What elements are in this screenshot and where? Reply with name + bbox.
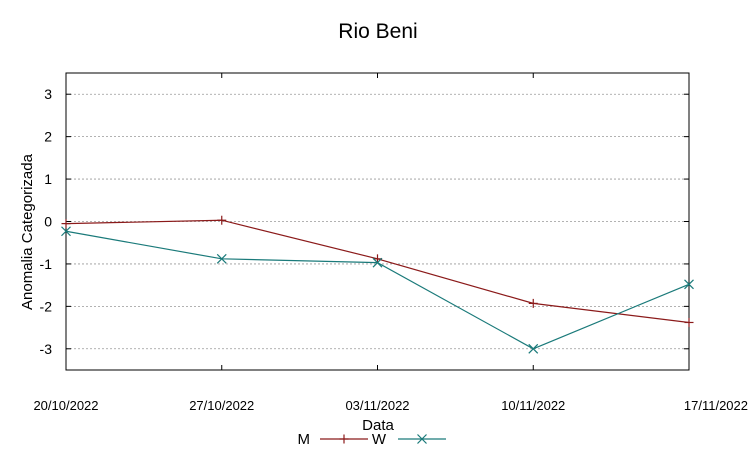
series-layer bbox=[61, 215, 694, 354]
data-point-w bbox=[684, 279, 694, 290]
data-point-w bbox=[528, 343, 539, 354]
legend-label-w: W bbox=[372, 431, 387, 448]
x-tick-label: 20/10/2022 bbox=[33, 398, 98, 413]
y-tick-label: -2 bbox=[40, 298, 53, 314]
y-tick-label: 3 bbox=[44, 86, 52, 102]
data-point-m bbox=[684, 317, 694, 327]
data-point-w bbox=[61, 226, 71, 237]
series-line-w bbox=[65, 230, 690, 350]
data-point-w bbox=[372, 257, 383, 268]
y-axis-label: Anomalia Categorizada bbox=[19, 153, 36, 310]
x-axis-label: Data bbox=[362, 417, 394, 434]
data-point-m bbox=[528, 298, 538, 308]
data-point-m bbox=[217, 215, 227, 225]
legend-label-m: M bbox=[298, 431, 311, 448]
y-tick-label: 0 bbox=[44, 214, 52, 230]
series-line-m bbox=[65, 219, 690, 324]
y-tick-label: -3 bbox=[40, 341, 53, 357]
x-tick-label: 17/11/2022 bbox=[684, 398, 748, 413]
y-tick-label: 1 bbox=[44, 171, 52, 187]
x-tick-label: 27/10/2022 bbox=[189, 398, 254, 413]
x-tick-label: 03/11/2022 bbox=[345, 398, 409, 413]
x-tick-label: 10/11/2022 bbox=[501, 398, 565, 413]
legend-marker-w bbox=[417, 434, 427, 444]
data-point-w bbox=[216, 253, 227, 264]
legend-marker-m bbox=[339, 434, 349, 444]
chart-title: Rio Beni bbox=[338, 20, 417, 43]
x-axis-ticks: 20/10/2022 27/10/2022 03/11/2022 10/11/2022… bbox=[33, 73, 748, 413]
y-tick-label: 2 bbox=[44, 129, 52, 145]
y-tick-label: -1 bbox=[40, 256, 53, 272]
data-point-m bbox=[61, 219, 71, 229]
y-axis-ticks: 3 2 1 0 -1 -2 -3 bbox=[40, 86, 689, 357]
